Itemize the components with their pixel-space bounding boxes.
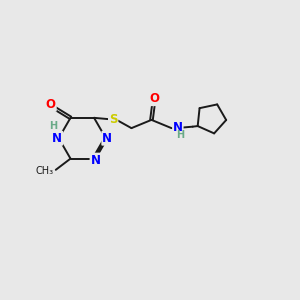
Text: N: N: [91, 154, 100, 166]
Text: O: O: [149, 92, 159, 105]
Text: N: N: [102, 132, 112, 145]
Text: N: N: [173, 121, 183, 134]
Text: H: H: [176, 130, 184, 140]
Text: S: S: [109, 113, 117, 126]
Text: CH₃: CH₃: [35, 166, 53, 176]
Text: N: N: [52, 132, 62, 145]
Text: H: H: [50, 121, 58, 131]
Text: O: O: [46, 98, 56, 111]
